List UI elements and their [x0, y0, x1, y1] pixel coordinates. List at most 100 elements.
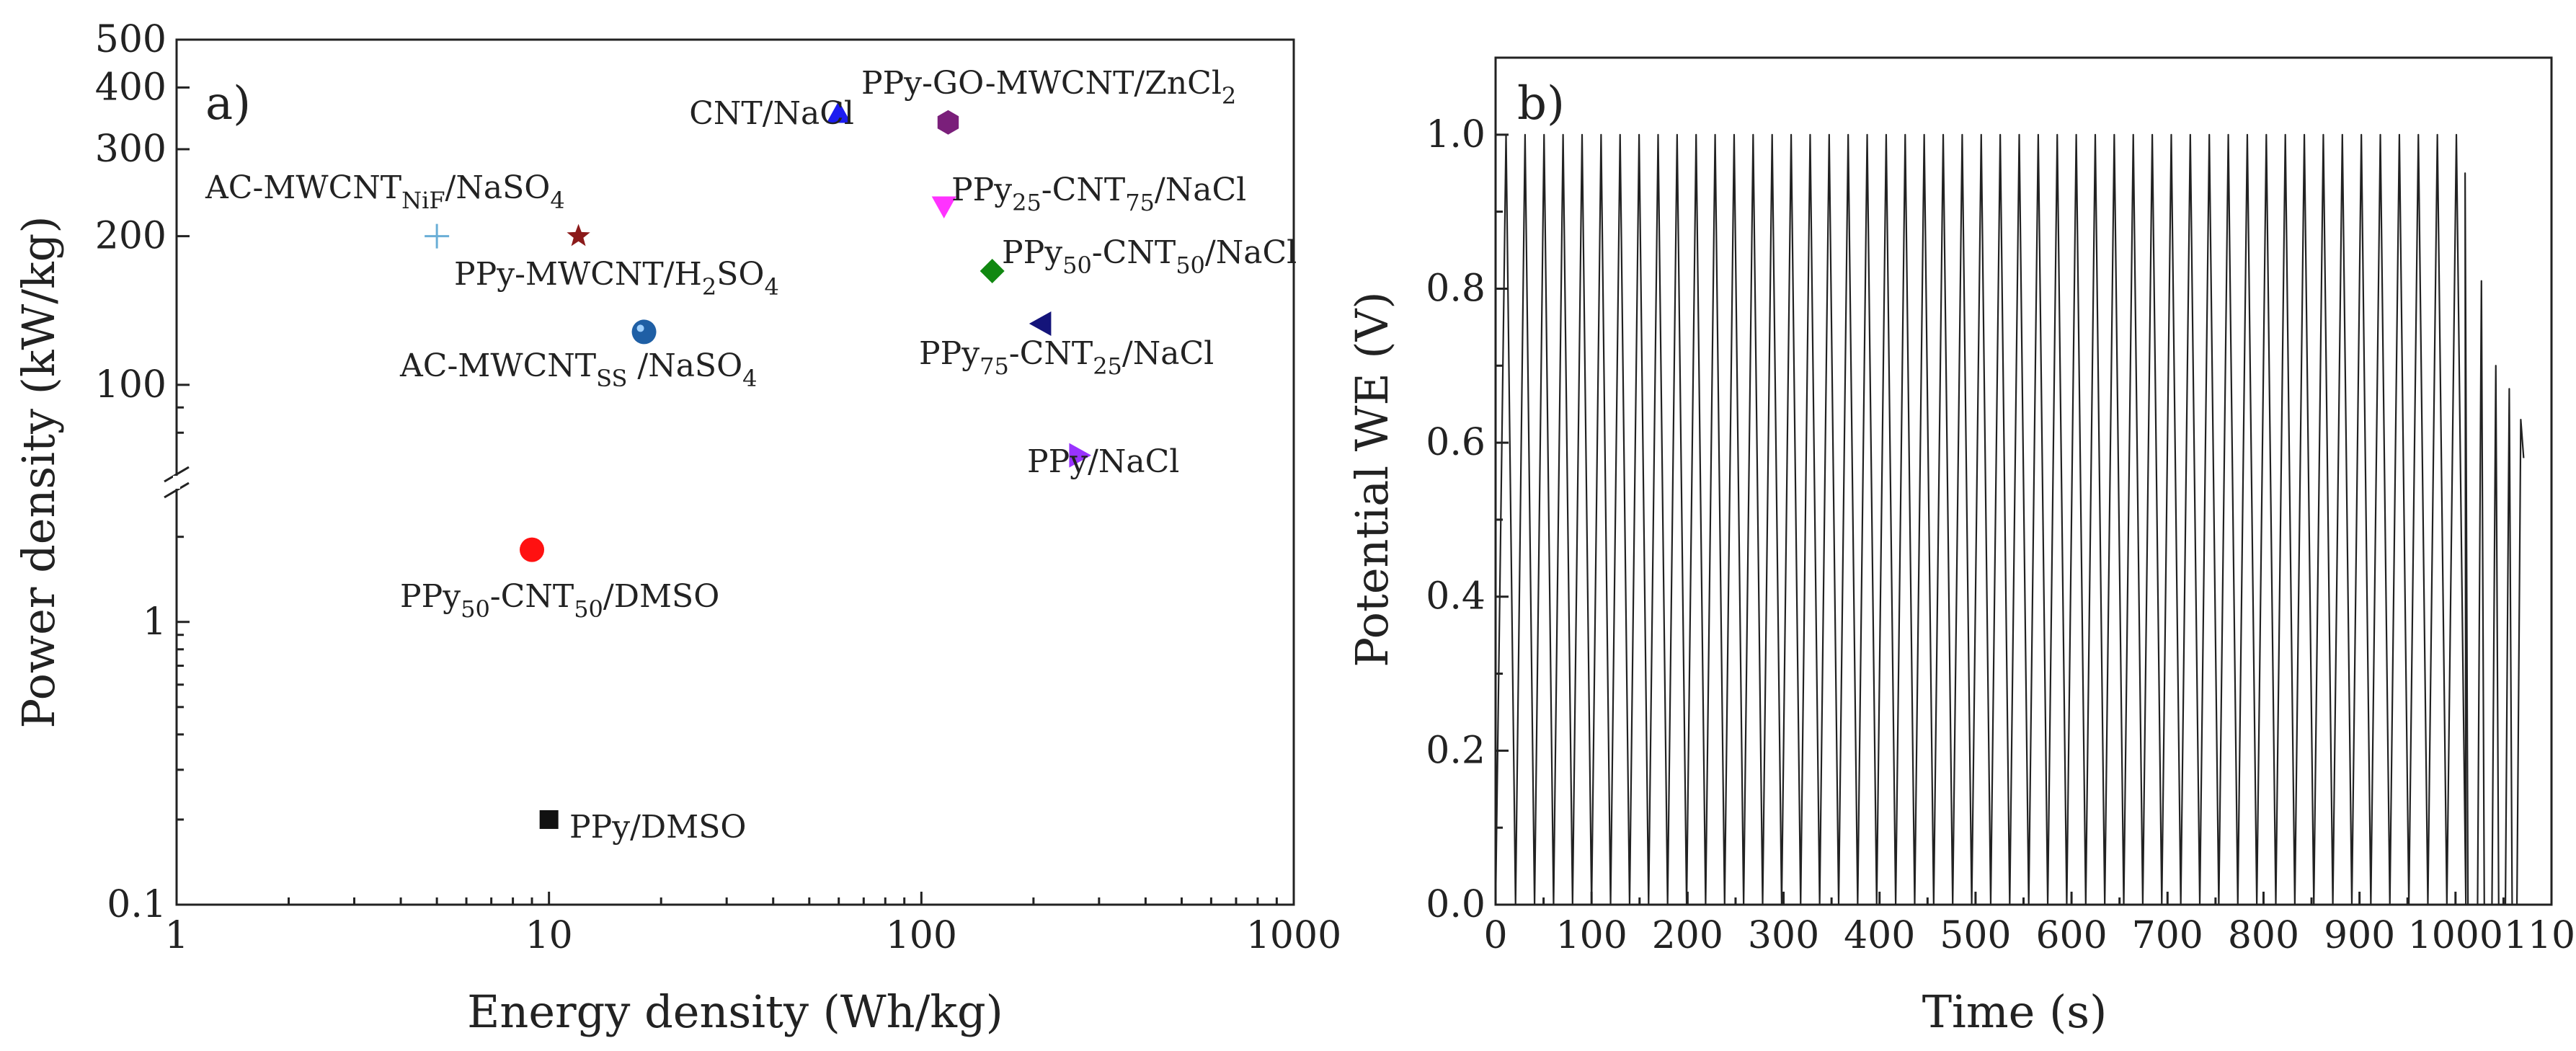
marker-hexagon — [937, 110, 959, 135]
panel-b-y-ticks: 0.0 0.2 0.4 0.6 0.8 1.0 — [1426, 56, 1509, 926]
label-ppymw-sub2: 4 — [765, 273, 779, 301]
label-p25-c: /NaCl — [1155, 172, 1246, 208]
label-acnif-sub1: NiF — [401, 187, 445, 214]
b-y-tick-label: 0.0 — [1426, 883, 1485, 926]
label-ac-mwcnt-nif-naso4: AC-MWCNTNiF/NaSO4 — [205, 169, 565, 214]
label-dmso50-c: /DMSO — [603, 578, 719, 615]
label-ppy-mwcnt-h2so4: PPy-MWCNT/H2SO4 — [454, 256, 779, 301]
b-x-tick-label: 900 — [2324, 914, 2395, 957]
label-p75-b: -CNT — [1009, 335, 1093, 372]
panel-a-scatter-plot: a) 1 10 100 1000 100 200 300 400 500 0.1 1 Energy… — [12, 18, 1341, 1038]
b-x-tick-label: 200 — [1652, 914, 1723, 957]
label-ppy-dmso: PPy/DMSO — [569, 809, 746, 846]
label-p25-a: PPy — [951, 172, 1012, 208]
label-acss-sub2: 4 — [742, 365, 757, 392]
a-y-tick-label: 300 — [95, 128, 166, 171]
label-dmso50-a: PPy — [400, 578, 461, 615]
a-y-tick-label: 500 — [95, 18, 166, 61]
y-axis-break-left-1 — [164, 466, 190, 483]
label-p50-s2: 50 — [1176, 252, 1205, 279]
marker-diamond — [980, 258, 1005, 283]
charge-discharge-curve — [1494, 133, 2525, 906]
y-axis-break-left-2 — [164, 482, 190, 499]
label-acnif-main: AC-MWCNT — [205, 169, 401, 206]
a-y-tick-label: 1 — [143, 600, 166, 644]
marker-plus — [425, 223, 450, 249]
b-y-tick-label: 0.4 — [1426, 575, 1485, 618]
label-ppy75-cnt25-nacl: PPy75-CNT25/NaCl — [919, 335, 1214, 380]
marker-triangle-right — [1069, 443, 1092, 468]
panel-b-line-plot: b) 0 100 200 300 400 500 600 700 800 900 1000 110 0 … — [1346, 56, 2576, 1038]
label-acnif-sub2: 4 — [550, 187, 564, 214]
b-x-tick-label: 0 — [1483, 914, 1507, 957]
b-x-tick-label: 500 — [1940, 914, 2011, 957]
label-p25-s2: 75 — [1125, 189, 1155, 216]
panel-a-frame — [175, 38, 1295, 906]
label-acnif-mid: /NaSO — [445, 169, 551, 206]
label-p25-s1: 25 — [1012, 189, 1041, 216]
label-ppy50-cnt50-dmso: PPy50-CNT50/DMSO — [400, 578, 719, 623]
label-ppy-go-mwcnt-zncl2: PPy-GO-MWCNT/ZnCl2 — [861, 65, 1236, 110]
panel-a-x-ticks: 1 10 100 1000 — [164, 892, 1341, 957]
panel-b-y-axis-title: Potential WE (V) — [1346, 291, 1398, 667]
a-y-tick-label: 400 — [95, 66, 166, 109]
b-x-tick-label: 300 — [1748, 914, 1819, 957]
label-p75-a: PPy — [919, 335, 980, 372]
panel-b-letter: b) — [1517, 77, 1565, 130]
a-x-tick-label: 10 — [525, 914, 573, 957]
marker-triangle-up — [826, 100, 851, 123]
label-acss-sub1: SS — [596, 365, 627, 392]
b-x-tick-label: 700 — [2132, 914, 2203, 957]
b-y-tick-label: 1.0 — [1426, 113, 1485, 156]
b-x-tick-label: 400 — [1844, 914, 1915, 957]
sphere-highlight — [636, 324, 644, 332]
b-x-tick-label: 100 — [1556, 914, 1627, 957]
label-dmso50-s2: 50 — [574, 595, 603, 623]
y-axis-break-gap — [173, 476, 180, 489]
label-acss-main: AC-MWCNT — [399, 347, 596, 384]
b-y-tick-label: 0.6 — [1426, 421, 1485, 464]
label-p50-a: PPy — [1002, 234, 1062, 271]
label-p50-b: -CNT — [1092, 234, 1176, 271]
b-x-tick-label: 800 — [2228, 914, 2299, 957]
label-ppy-go-sub: 2 — [1222, 82, 1236, 110]
panel-b-x-axis-title: Time (s) — [1922, 985, 2108, 1038]
label-ppy25-cnt75-nacl: PPy25-CNT75/NaCl — [951, 172, 1246, 216]
label-cnt-nacl: CNT/NaCl — [689, 95, 854, 132]
a-y-tick-label: 100 — [95, 363, 166, 407]
panel-a-y-axis-title: Power density (kW/kg) — [12, 216, 65, 728]
label-dmso50-s1: 50 — [461, 595, 490, 623]
marker-square — [539, 810, 559, 829]
a-y-tick-label: 200 — [95, 215, 166, 258]
label-ppymw-mid: SO — [716, 256, 764, 293]
label-dmso50-b: -CNT — [490, 578, 574, 615]
marker-sphere — [631, 319, 657, 345]
panel-a-x-axis-title: Energy density (Wh/kg) — [467, 985, 1003, 1038]
panel-a-y-ticks: 100 200 300 400 500 0.1 1 — [95, 18, 190, 926]
label-ppymw-main: PPy-MWCNT/H — [454, 256, 702, 293]
label-p75-s1: 75 — [980, 352, 1009, 380]
marker-circle — [520, 537, 545, 562]
marker-star — [567, 223, 590, 247]
panel-a-point-labels: CNT/NaCl PPy-GO-MWCNT/ZnCl2 AC-MWCNTNiF/… — [205, 65, 1297, 846]
label-ac-mwcnt-ss-naso4: AC-MWCNTSS /NaSO4 — [399, 347, 758, 392]
label-acss-mid: /NaSO — [627, 347, 742, 384]
b-y-tick-label: 0.8 — [1426, 267, 1485, 310]
label-ppymw-sub1: 2 — [702, 273, 716, 301]
marker-triangle-down — [931, 196, 956, 219]
label-p50-s1: 50 — [1062, 252, 1092, 279]
label-ppy-go-main: PPy-GO-MWCNT/ZnCl — [861, 65, 1222, 102]
label-p25-b: -CNT — [1041, 172, 1125, 208]
label-p50-c: /NaCl — [1205, 234, 1297, 271]
label-ppy50-cnt50-nacl: PPy50-CNT50/NaCl — [1002, 234, 1297, 279]
a-y-tick-label: 0.1 — [107, 883, 166, 926]
b-y-tick-label: 0.2 — [1426, 729, 1485, 772]
panel-a-letter: a) — [205, 77, 251, 130]
b-x-tick-label: 1000 — [2408, 914, 2503, 957]
b-x-tick-label: 600 — [2035, 914, 2107, 957]
marker-triangle-left — [1029, 311, 1052, 337]
panel-a-markers — [425, 100, 1092, 829]
